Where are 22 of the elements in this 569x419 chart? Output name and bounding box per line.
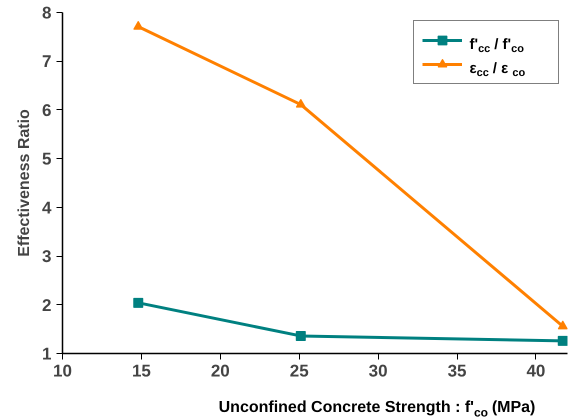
y-tick-label: 8 bbox=[42, 4, 52, 22]
y-tick-label: 6 bbox=[42, 100, 52, 120]
x-tick-label: 40 bbox=[526, 362, 546, 380]
point bbox=[133, 298, 144, 308]
y-tick-label: 2 bbox=[42, 296, 52, 315]
y-tick-label: 3 bbox=[42, 247, 52, 266]
y-tick-label: 7 bbox=[42, 52, 52, 72]
x-tick-label: 10 bbox=[53, 362, 72, 380]
y-tick-label: 5 bbox=[42, 150, 52, 169]
x-tick-label: 35 bbox=[448, 362, 466, 380]
point bbox=[558, 336, 568, 346]
x-tick-label: 20 bbox=[210, 362, 230, 380]
x-tick-label: 30 bbox=[368, 362, 388, 380]
x-tick-label: 15 bbox=[132, 362, 151, 380]
point bbox=[133, 20, 144, 30]
point bbox=[296, 330, 306, 341]
y-tick-label: 1 bbox=[42, 344, 52, 364]
y-tick-label: 4 bbox=[42, 198, 52, 218]
x-tick-label: 25 bbox=[290, 362, 309, 380]
point bbox=[558, 320, 568, 330]
point bbox=[296, 98, 306, 108]
y-axis-title: Effectiveness Ratio bbox=[16, 108, 34, 257]
